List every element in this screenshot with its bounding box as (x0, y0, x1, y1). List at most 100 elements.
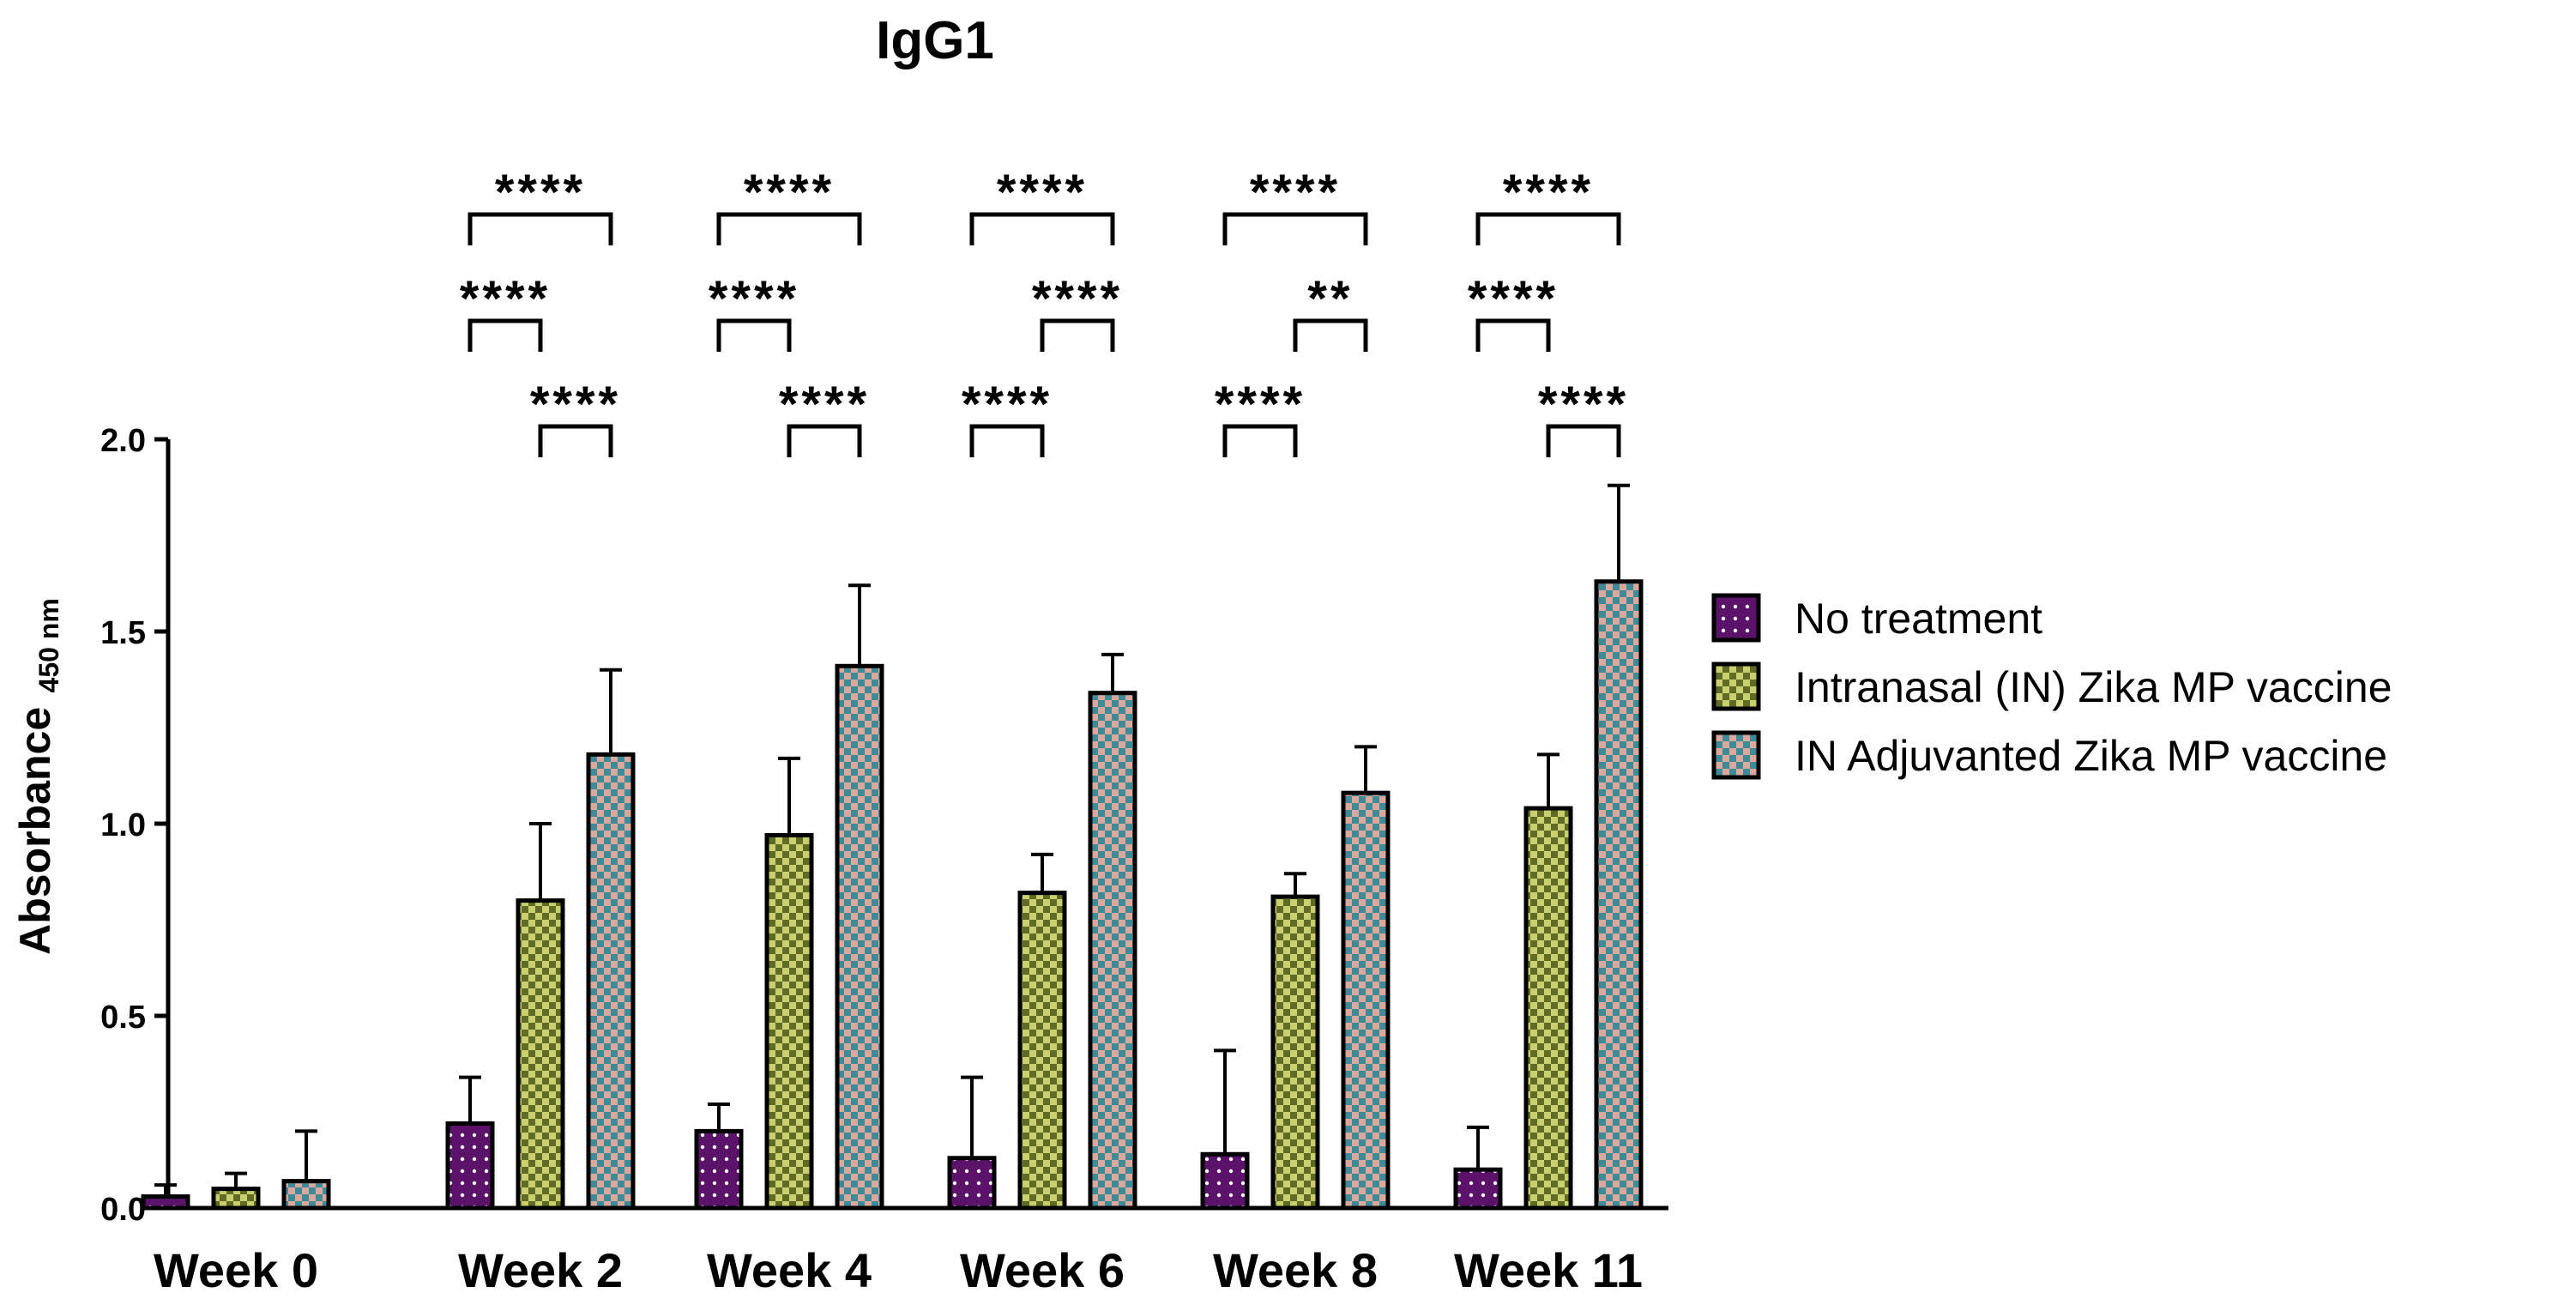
svg-text:Absorbance 450 nm: Absorbance 450 nm (11, 598, 64, 955)
error-bar-intranasal-in-zika-mp-vaccine-week-11 (1537, 752, 1559, 809)
error-bar-no-treatment-week-6 (961, 1075, 983, 1158)
sig-bracket-label: **** (530, 377, 621, 432)
x-tick-label-week-4: Week 4 (707, 1243, 872, 1297)
bar-in-adjuvanted-zika-mp-vaccine-week-4 (835, 663, 884, 1211)
bar-intranasal-in-zika-mp-vaccine-week-6 (1017, 891, 1067, 1211)
y-tick-label: 1.5 (100, 615, 146, 651)
y-tick-label: 2.0 (100, 423, 146, 459)
error-bar-no-treatment-week-0 (154, 1183, 177, 1197)
sig-bracket-label: **** (1538, 377, 1629, 432)
sig-bracket-week-11-level-3: **** (1538, 377, 1629, 457)
bar-no-treatment-week-2 (445, 1121, 495, 1211)
legend-item-intranasal-in-zika-mp-vaccine: Intranasal (IN) Zika MP vaccine (1711, 662, 2392, 711)
y-axis-ticks: 0.0 0.5 1.0 1.5 2.0 (100, 423, 168, 1228)
bar-no-treatment-week-11 (1453, 1167, 1503, 1211)
sig-bracket-line (716, 318, 792, 352)
sig-bracket-week-8-level-3: **** (1215, 377, 1306, 457)
sig-bracket-week-4-level-3: **** (779, 377, 870, 457)
sig-bracket-label: **** (1215, 377, 1306, 432)
error-bar-no-treatment-week-4 (708, 1103, 730, 1132)
x-tick-label-week-11: Week 11 (1454, 1243, 1643, 1297)
x-tick-label-week-2: Week 2 (458, 1243, 623, 1297)
legend-label: IN Adjuvanted Zika MP vaccine (1795, 732, 2387, 780)
sig-bracket-line (1222, 424, 1298, 457)
bars (141, 579, 1644, 1211)
sig-bracket-week-11-level-2: **** (1468, 271, 1559, 352)
sig-bracket-label: **** (1032, 271, 1123, 327)
sig-bracket-line (969, 212, 1115, 245)
x-axis-category-labels: Week 0 Week 2 Week 4 Week 6 Week 8 Week 11 (154, 1243, 1643, 1297)
sig-bracket-label: **** (779, 377, 870, 432)
bar-intranasal-in-zika-mp-vaccine-week-4 (764, 832, 814, 1211)
axes (166, 439, 1668, 1211)
bar-in-adjuvanted-zika-mp-vaccine-week-0 (281, 1179, 331, 1211)
error-bar-in-adjuvanted-zika-mp-vaccine-week-11 (1608, 483, 1630, 582)
sig-bracket-line (468, 212, 613, 245)
error-bar-intranasal-in-zika-mp-vaccine-week-6 (1031, 852, 1053, 893)
sig-bracket-line (716, 212, 862, 245)
bar-no-treatment-week-4 (694, 1128, 744, 1211)
legend-item-no-treatment: No treatment (1711, 593, 2042, 643)
sig-bracket-week-2-level-3: **** (530, 377, 621, 457)
error-bar-intranasal-in-zika-mp-vaccine-week-4 (778, 756, 800, 836)
sig-bracket-line (1475, 212, 1621, 245)
y-tick-label: 0.5 (100, 1000, 146, 1036)
error-bar-no-treatment-week-8 (1214, 1048, 1236, 1155)
legend-label: No treatment (1795, 595, 2042, 643)
sig-bracket-line (1293, 318, 1368, 352)
legend-swatch (1711, 662, 1761, 711)
legend-label: Intranasal (IN) Zika MP vaccine (1795, 663, 2392, 711)
error-bar-intranasal-in-zika-mp-vaccine-week-2 (529, 822, 552, 901)
sig-bracket-label: **** (997, 165, 1088, 221)
bar-intranasal-in-zika-mp-vaccine-week-11 (1523, 806, 1573, 1211)
sig-bracket-line (1040, 318, 1115, 352)
bar-intranasal-in-zika-mp-vaccine-week-0 (211, 1187, 261, 1211)
bar-no-treatment-week-6 (947, 1156, 997, 1211)
sig-bracket-label: **** (495, 165, 586, 221)
bar-intranasal-in-zika-mp-vaccine-week-8 (1270, 894, 1320, 1211)
error-bar-in-adjuvanted-zika-mp-vaccine-week-0 (295, 1129, 317, 1181)
sig-bracket-label: **** (1468, 271, 1559, 327)
legend-swatch (1711, 730, 1761, 780)
sig-bracket-label: **** (1503, 165, 1594, 221)
error-bar-no-treatment-week-11 (1467, 1125, 1489, 1170)
y-tick-label: 1.0 (100, 807, 146, 843)
sig-bracket-week-4-level-2: **** (709, 271, 799, 352)
error-bar-intranasal-in-zika-mp-vaccine-week-0 (225, 1171, 247, 1189)
bar-in-adjuvanted-zika-mp-vaccine-week-6 (1088, 691, 1137, 1211)
x-tick-label-week-6: Week 6 (960, 1243, 1125, 1297)
x-tick-label-week-8: Week 8 (1213, 1243, 1378, 1297)
y-axis-label: Absorbance 450 nm (11, 598, 64, 955)
sig-bracket-week-6-level-1: **** (969, 165, 1115, 245)
bar-in-adjuvanted-zika-mp-vaccine-week-2 (586, 752, 636, 1211)
legend-item-in-adjuvanted-zika-mp-vaccine: IN Adjuvanted Zika MP vaccine (1711, 730, 2387, 780)
error-bar-in-adjuvanted-zika-mp-vaccine-week-6 (1101, 652, 1124, 693)
error-bar-in-adjuvanted-zika-mp-vaccine-week-4 (848, 583, 871, 667)
sig-bracket-week-4-level-1: **** (716, 165, 862, 245)
bar-in-adjuvanted-zika-mp-vaccine-week-8 (1341, 790, 1391, 1211)
error-bar-in-adjuvanted-zika-mp-vaccine-week-2 (600, 668, 622, 755)
error-bar-intranasal-in-zika-mp-vaccine-week-8 (1284, 872, 1306, 897)
significance-brackets: **** **** **** **** **** **** **** **** **** ****… (460, 165, 1629, 457)
sig-bracket-line (538, 424, 613, 457)
y-axis-subscript: 450 nm (33, 598, 64, 692)
sig-bracket-label: **** (962, 377, 1053, 432)
sig-bracket-week-2-level-2: **** (460, 271, 551, 352)
y-tick-label: 0.0 (100, 1192, 146, 1228)
sig-bracket-line (468, 318, 543, 352)
chart-title: IgG1 (876, 11, 994, 70)
sig-bracket-line (1222, 212, 1368, 245)
y-axis-title: Absorbance (11, 707, 59, 955)
bar-no-treatment-week-0 (141, 1194, 190, 1211)
sig-bracket-label: **** (1250, 165, 1341, 221)
sig-bracket-label: **** (744, 165, 835, 221)
sig-bracket-label: **** (460, 271, 551, 327)
sig-bracket-line (969, 424, 1045, 457)
x-tick-label-week-0: Week 0 (154, 1243, 318, 1297)
sig-bracket-week-6-level-3: **** (962, 377, 1053, 457)
bar-no-treatment-week-8 (1200, 1151, 1250, 1211)
legend-swatch (1711, 593, 1761, 643)
sig-bracket-label: **** (709, 271, 799, 327)
error-bar-in-adjuvanted-zika-mp-vaccine-week-8 (1354, 745, 1377, 794)
